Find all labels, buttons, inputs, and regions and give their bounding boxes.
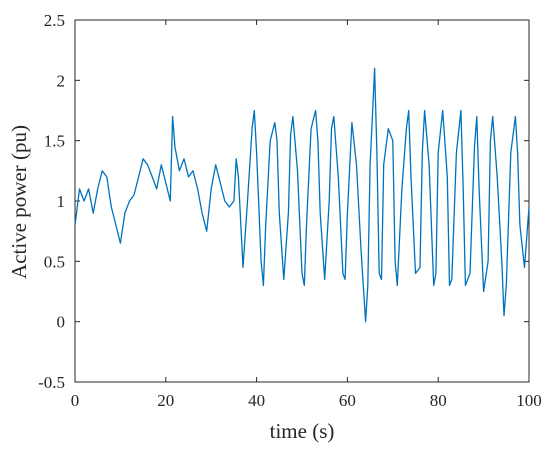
x-tick-label: 100 <box>516 391 542 410</box>
x-tick-label: 0 <box>71 391 80 410</box>
y-tick-label: 2 <box>57 71 66 90</box>
y-tick-label: 0 <box>57 313 66 332</box>
plot-area: 0 20 40 60 80 100 -0.5 0 0.5 1 1.5 2 2.5 <box>38 11 542 410</box>
y-tick-label: 0.5 <box>44 252 65 271</box>
y-tick-label: -0.5 <box>38 373 65 392</box>
x-axis-title: time (s) <box>270 419 335 443</box>
y-tick-label: 2.5 <box>44 11 65 30</box>
x-tick-label: 80 <box>430 391 447 410</box>
y-tick-label: 1 <box>57 192 66 211</box>
x-tick-label: 40 <box>248 391 265 410</box>
series-line <box>74 67 530 323</box>
x-tick-label: 20 <box>157 391 174 410</box>
x-tick-label: 60 <box>339 391 356 410</box>
axes-box <box>74 19 530 383</box>
y-tick-label: 1.5 <box>44 132 65 151</box>
y-axis-title: Active power (pu) <box>7 125 31 279</box>
